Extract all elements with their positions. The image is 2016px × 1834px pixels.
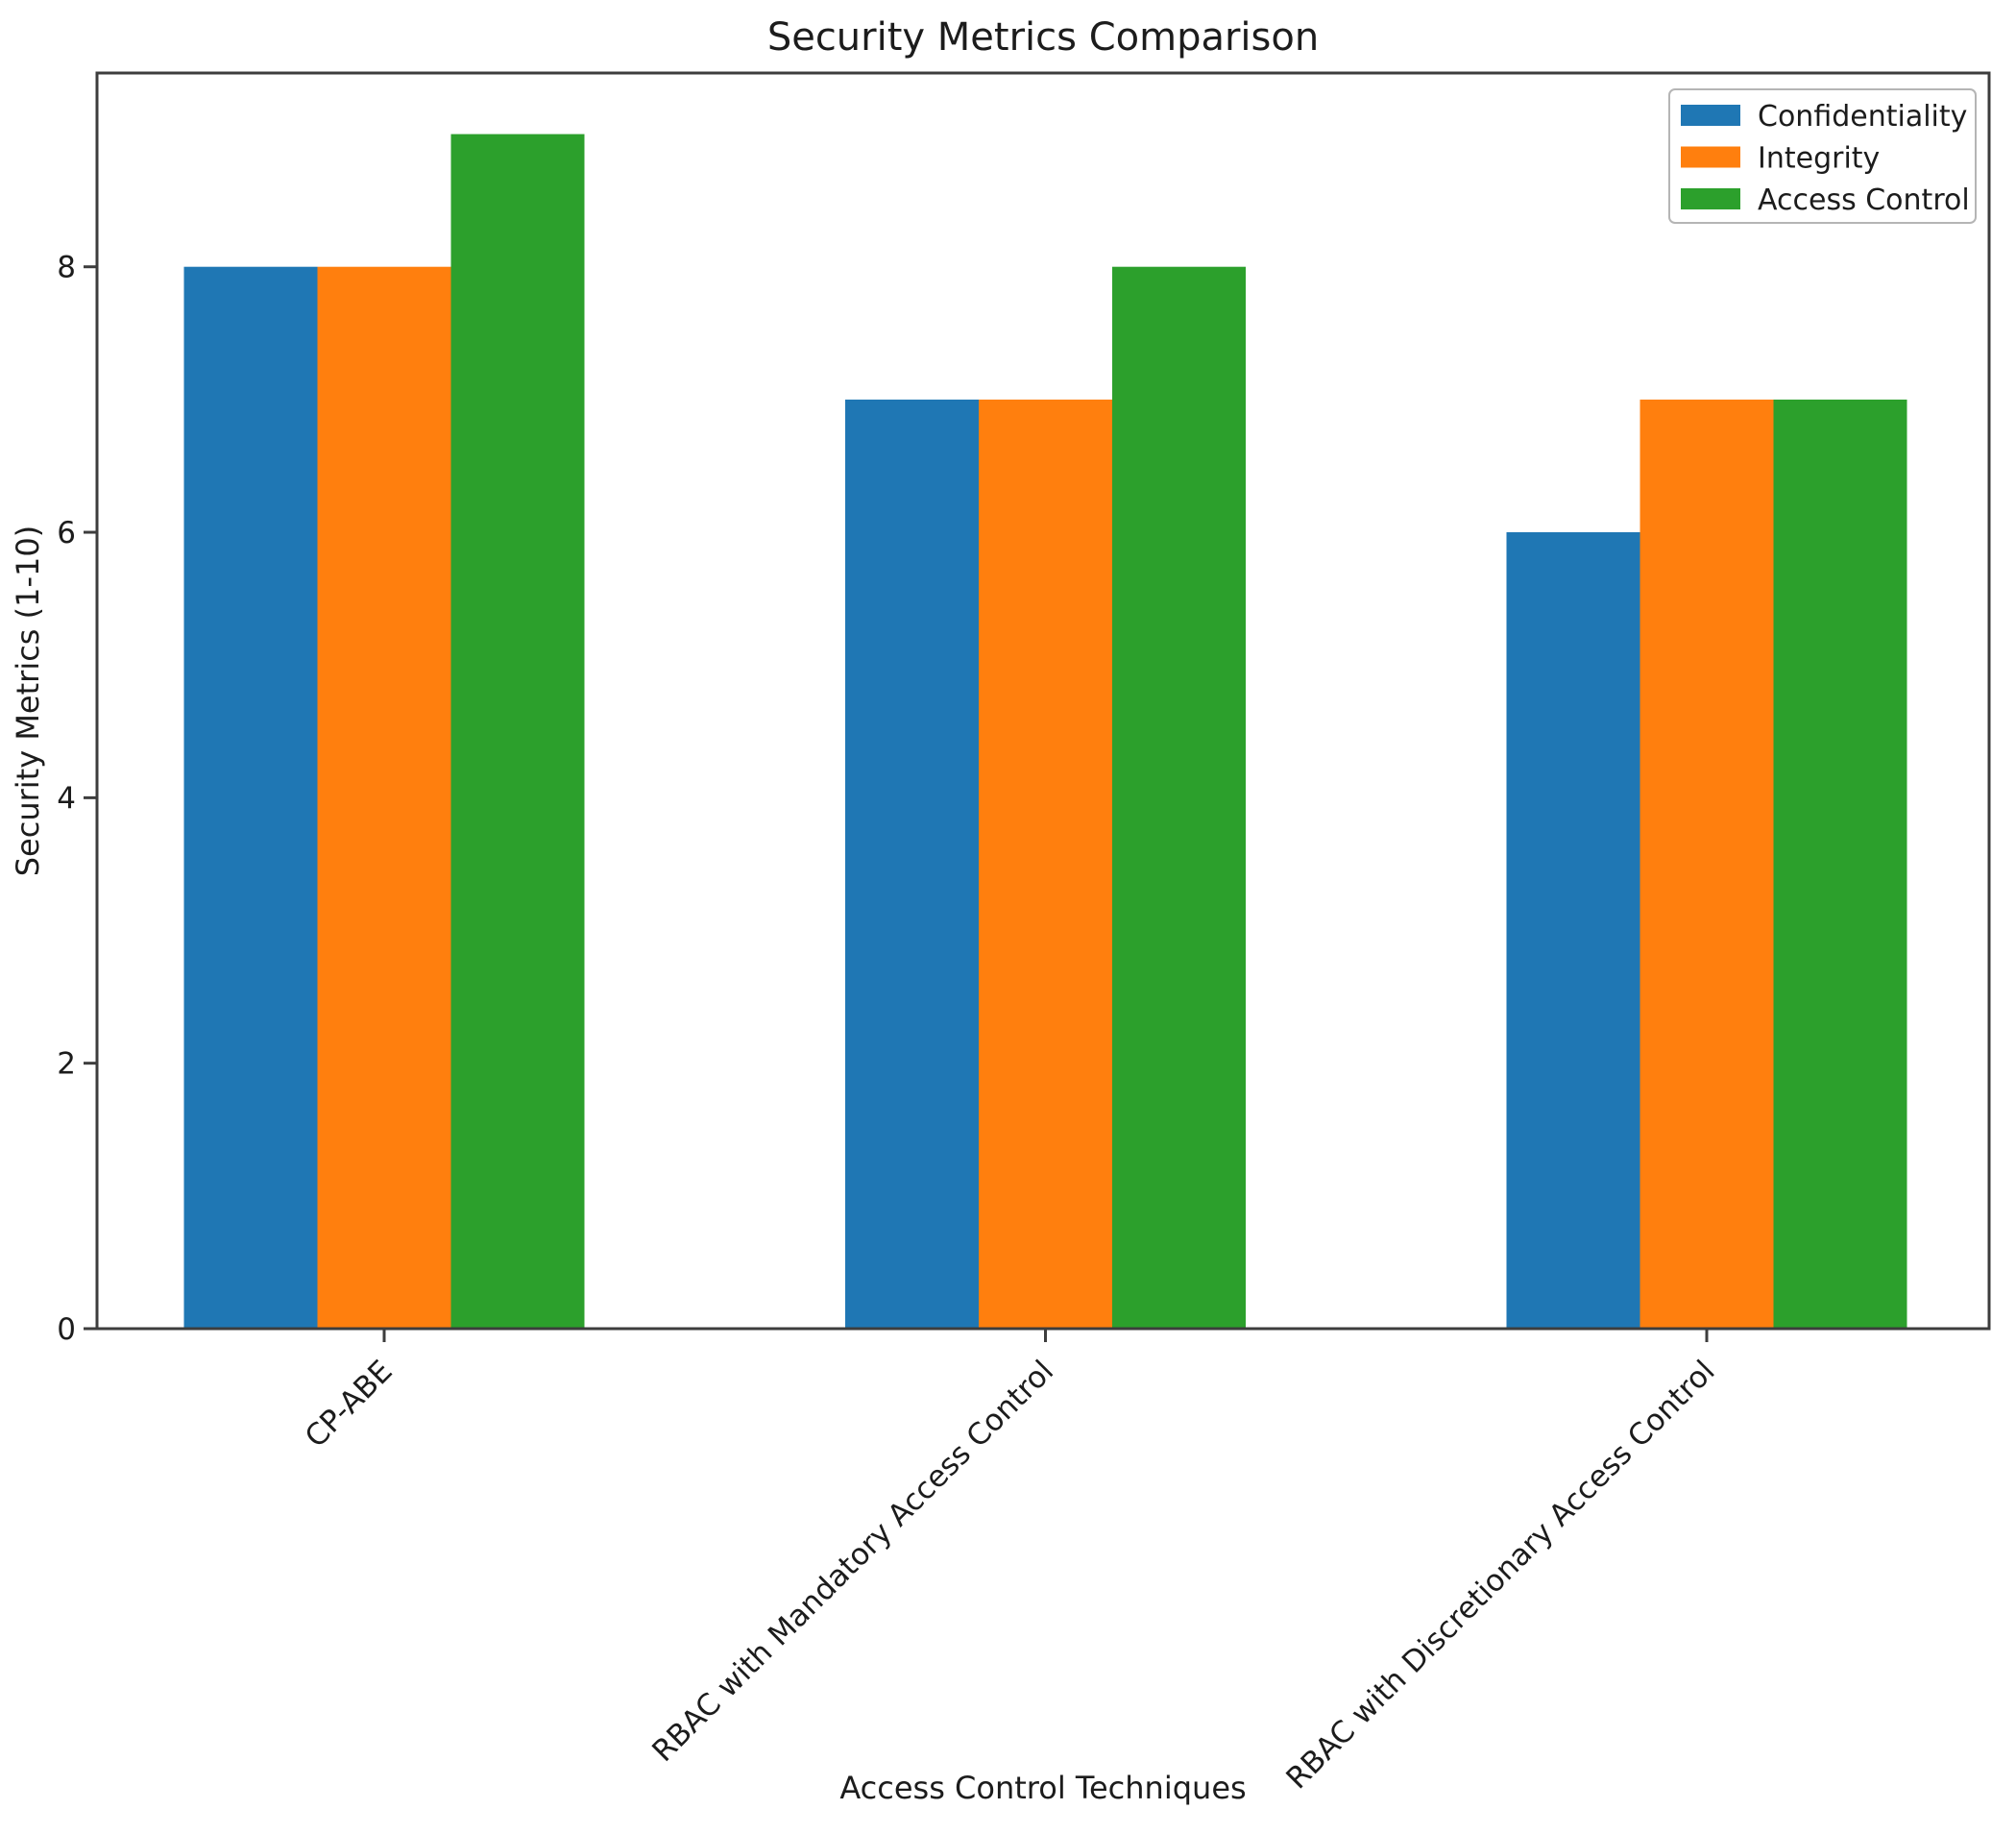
bar-access-control-2 (1773, 399, 1907, 1329)
legend-swatch-confidentiality (1681, 105, 1740, 126)
bar-integrity-1 (979, 399, 1112, 1329)
legend: Confidentiality Integrity Access Control (1668, 88, 1977, 224)
x-axis-label: Access Control Techniques (839, 1770, 1246, 1806)
chart-title: Security Metrics Comparison (767, 15, 1319, 60)
bars-group (183, 134, 1907, 1330)
legend-label-access-control: Access Control (1758, 183, 1970, 217)
legend-box (1668, 88, 1977, 224)
bar-confidentiality-1 (845, 399, 979, 1329)
legend-swatch-integrity (1681, 146, 1740, 168)
plot-frame (95, 71, 1991, 1331)
y-axis-label: Security Metrics (1-10) (10, 526, 46, 877)
bar-confidentiality-0 (183, 266, 318, 1330)
y-tick-label: 4 (57, 781, 76, 816)
bar-access-control-0 (450, 134, 585, 1330)
bar-access-control-1 (1112, 266, 1246, 1330)
y-tick-label: 8 (57, 251, 76, 285)
legend-label-confidentiality: Confidentiality (1758, 100, 1967, 134)
bar-integrity-2 (1640, 399, 1774, 1329)
legend-swatch-access-control (1681, 188, 1740, 209)
y-tick-label: 0 (57, 1312, 76, 1347)
bar-integrity-0 (317, 266, 451, 1330)
y-tick-label: 2 (57, 1047, 76, 1082)
y-axis: 0 2 4 6 8 (57, 251, 97, 1347)
bar-confidentiality-2 (1506, 532, 1640, 1329)
legend-label-integrity: Integrity (1758, 142, 1880, 176)
y-tick-label: 6 (57, 516, 76, 550)
